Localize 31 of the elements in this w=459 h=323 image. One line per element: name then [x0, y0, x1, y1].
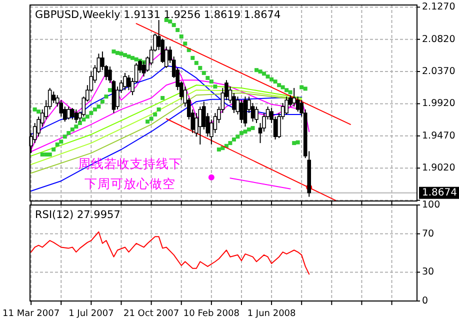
x-tick-label: 1 Jul 2007 [68, 309, 114, 319]
y-tick-label: 2.0820 [422, 34, 456, 45]
line-series [30, 231, 310, 275]
x-tick-label: 1 Jun 2008 [247, 309, 296, 319]
ref-line-label: 1.8674 [422, 187, 457, 198]
y-tick-label: 70 [422, 228, 434, 240]
candlestick [74, 108, 78, 124]
x-tick-label: 11 Mar 2007 [2, 309, 60, 319]
candlestick [70, 108, 74, 120]
candlestick [254, 106, 258, 124]
y-tick-label: 0 [422, 296, 428, 306]
y-tick-label: 1.9470 [422, 130, 456, 142]
candlestick [198, 106, 202, 145]
candlestick [292, 87, 296, 108]
candlestick [66, 106, 71, 120]
y-tick-label: 2.0370 [422, 66, 456, 78]
y-tick-label: 1.9020 [422, 162, 456, 174]
candlestick [126, 74, 131, 91]
annotation: 下周可放心做空 [84, 176, 176, 191]
candlestick [123, 72, 127, 91]
chart-title: RSI(12) 27.9957 [35, 209, 120, 221]
y-tick-label: 1.9920 [422, 98, 456, 110]
y-tick-label: 2.1270 [422, 2, 456, 13]
chart-title: GBPUSD,Weekly 1.9131 1.9256 1.8619 1.8674 [35, 9, 281, 21]
candlestick [52, 91, 56, 104]
y-tick-label: 30 [422, 266, 434, 278]
candlestick [243, 96, 248, 128]
x-tick-label: 10 Feb 2008 [183, 309, 240, 319]
y-tick-label: 100 [422, 200, 440, 210]
x-tick-label: 21 Oct 2007 [123, 309, 180, 319]
candlestick [240, 100, 244, 124]
